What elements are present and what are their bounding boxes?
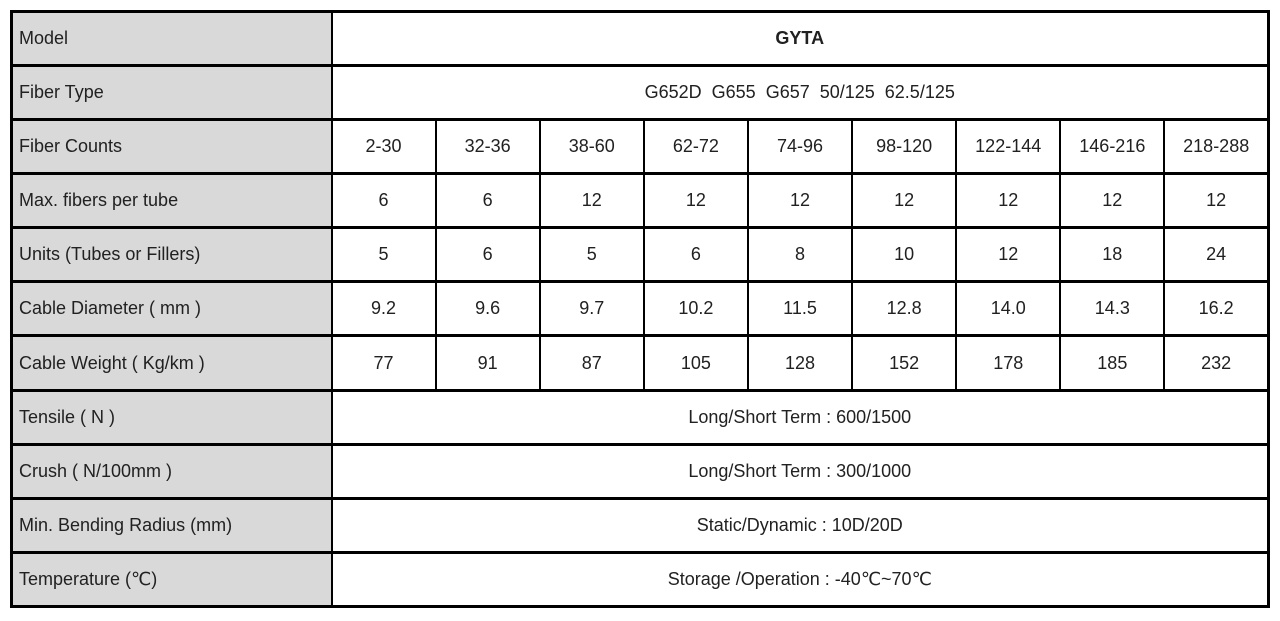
temperature-value: Storage /Operation : -40℃~70℃	[330, 550, 1270, 609]
weight-cell: 77	[330, 334, 437, 392]
table-row-temperature: Temperature (℃) Storage /Operation : -40…	[10, 550, 1270, 609]
weight-cell: 152	[851, 334, 958, 392]
units-cell: 5	[330, 226, 437, 284]
row-label-fiber-counts: Fiber Counts	[10, 118, 333, 176]
table-row-tensile: Tensile ( N ) Long/Short Term : 600/1500	[10, 388, 1270, 446]
model-value: GYTA	[330, 9, 1270, 68]
table-row-fiber-type: Fiber Type G652D G655 G657 50/125 62.5/1…	[10, 64, 1270, 122]
diameter-cell: 14.3	[1059, 280, 1166, 338]
units-cell: 10	[851, 226, 958, 284]
row-label-temperature: Temperature (℃)	[10, 550, 333, 609]
weight-cell: 91	[434, 334, 541, 392]
row-label-fiber-type: Fiber Type	[10, 64, 333, 122]
fiber-counts-cell: 218-288	[1163, 118, 1270, 176]
diameter-cell: 14.0	[955, 280, 1062, 338]
diameter-cell: 11.5	[746, 280, 854, 338]
fiber-counts-cell: 62-72	[642, 118, 749, 176]
table-row-bending-radius: Min. Bending Radius (mm) Static/Dynamic …	[10, 496, 1270, 554]
table-row-model: Model GYTA	[10, 9, 1270, 68]
row-label-max-fibers: Max. fibers per tube	[10, 172, 333, 230]
units-cell: 18	[1059, 226, 1166, 284]
row-label-weight: Cable Weight ( Kg/km )	[10, 334, 333, 392]
tensile-value: Long/Short Term : 600/1500	[330, 388, 1270, 446]
bending-radius-value: Static/Dynamic : 10D/20D	[330, 496, 1270, 554]
diameter-cell: 9.6	[434, 280, 541, 338]
row-label-crush: Crush ( N/100mm )	[10, 442, 333, 500]
spec-table: Model GYTA Fiber Type G652D G655 G657 50…	[10, 9, 1270, 609]
fiber-counts-cell: 122-144	[955, 118, 1062, 176]
units-cell: 24	[1163, 226, 1270, 284]
fiber-counts-cell: 2-30	[330, 118, 437, 176]
weight-cell: 105	[642, 334, 749, 392]
units-cell: 6	[434, 226, 541, 284]
max-fibers-cell: 6	[434, 172, 541, 230]
units-cell: 5	[538, 226, 645, 284]
weight-cell: 232	[1163, 334, 1270, 392]
max-fibers-cell: 12	[746, 172, 854, 230]
max-fibers-cell: 12	[851, 172, 958, 230]
max-fibers-cell: 12	[1059, 172, 1166, 230]
row-label-bending-radius: Min. Bending Radius (mm)	[10, 496, 333, 554]
table-row-crush: Crush ( N/100mm ) Long/Short Term : 300/…	[10, 442, 1270, 500]
fiber-counts-cell: 98-120	[851, 118, 958, 176]
weight-cell: 128	[746, 334, 854, 392]
table-row-weight: Cable Weight ( Kg/km ) 77 91 87 105 128 …	[10, 334, 1270, 392]
diameter-cell: 9.7	[538, 280, 645, 338]
table-row-units: Units (Tubes or Fillers) 5 6 5 6 8 10 12…	[10, 226, 1270, 284]
max-fibers-cell: 12	[538, 172, 645, 230]
crush-value: Long/Short Term : 300/1000	[330, 442, 1270, 500]
diameter-cell: 10.2	[642, 280, 749, 338]
fiber-counts-cell: 32-36	[434, 118, 541, 176]
diameter-cell: 16.2	[1163, 280, 1270, 338]
units-cell: 8	[746, 226, 854, 284]
max-fibers-cell: 12	[955, 172, 1062, 230]
weight-cell: 87	[538, 334, 645, 392]
units-cell: 6	[642, 226, 749, 284]
fiber-counts-cell: 146-216	[1059, 118, 1166, 176]
table-row-diameter: Cable Diameter ( mm ) 9.2 9.6 9.7 10.2 1…	[10, 280, 1270, 338]
max-fibers-cell: 12	[642, 172, 749, 230]
row-label-tensile: Tensile ( N )	[10, 388, 333, 446]
row-label-diameter: Cable Diameter ( mm )	[10, 280, 333, 338]
row-label-units: Units (Tubes or Fillers)	[10, 226, 333, 284]
row-label-model: Model	[10, 9, 333, 68]
fiber-counts-cell: 74-96	[746, 118, 854, 176]
fiber-type-value: G652D G655 G657 50/125 62.5/125	[330, 64, 1270, 122]
table-row-fiber-counts: Fiber Counts 2-30 32-36 38-60 62-72 74-9…	[10, 118, 1270, 176]
table-row-max-fibers: Max. fibers per tube 6 6 12 12 12 12 12 …	[10, 172, 1270, 230]
fiber-counts-cell: 38-60	[538, 118, 645, 176]
diameter-cell: 9.2	[330, 280, 437, 338]
weight-cell: 185	[1059, 334, 1166, 392]
diameter-cell: 12.8	[851, 280, 958, 338]
units-cell: 12	[955, 226, 1062, 284]
max-fibers-cell: 6	[330, 172, 437, 230]
weight-cell: 178	[955, 334, 1062, 392]
max-fibers-cell: 12	[1163, 172, 1270, 230]
